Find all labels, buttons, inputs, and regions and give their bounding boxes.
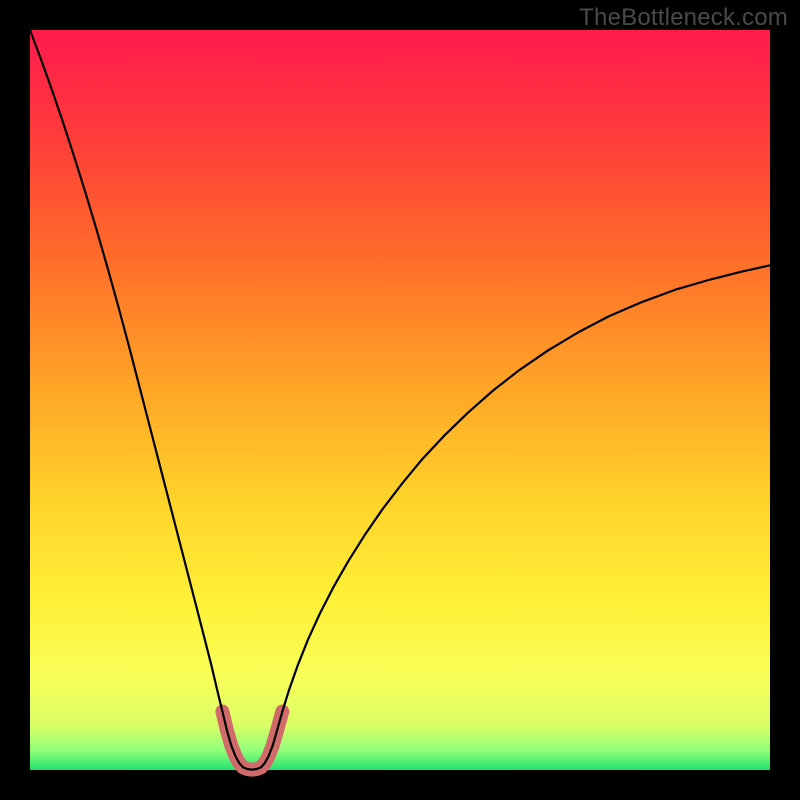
plot-background-gradient [30,30,770,770]
watermark-text: TheBottleneck.com [579,4,788,32]
bottleneck-curve-chart [0,0,800,800]
chart-container: TheBottleneck.com [0,0,800,800]
